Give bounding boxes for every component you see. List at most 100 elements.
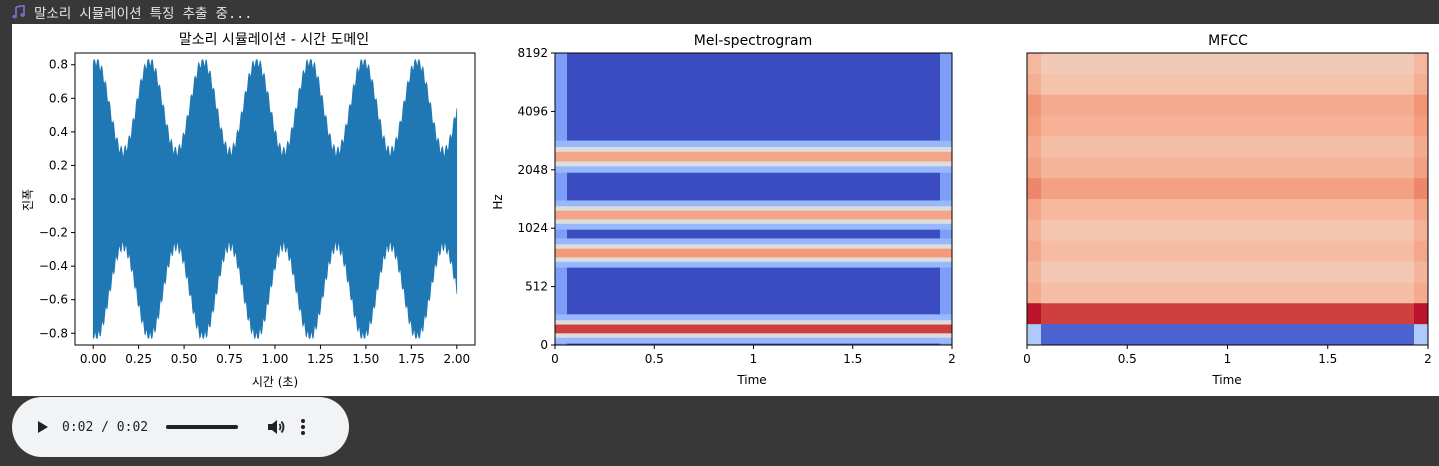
mfcc-row (1027, 219, 1428, 242)
waveform-xtick-label: 1.50 (353, 352, 380, 366)
mfcc-plot: MFCC 0 0.5 1 1.5 2 Time (1023, 33, 1432, 387)
mfcc-xlabel: Time (1211, 373, 1241, 387)
mfcc-edge-cell (1027, 240, 1041, 263)
mfcc-edge-cell (1414, 157, 1428, 179)
mfcc-row (1027, 178, 1428, 200)
waveform-xtick-label: 0.25 (125, 352, 152, 366)
mfcc-edge-cell (1414, 303, 1428, 325)
waveform-xtick-label: 2.00 (443, 352, 470, 366)
mfcc-edge-cell (1027, 324, 1041, 346)
waveform-xtick-label: 0.75 (216, 352, 243, 366)
volume-icon[interactable] (266, 417, 286, 437)
mfcc-edge-cell (1027, 115, 1041, 137)
mfcc-edge-cell (1027, 303, 1041, 325)
mfcc-edge-cell (1414, 324, 1428, 346)
mfcc-edge-cell (1027, 261, 1041, 283)
audio-player[interactable]: 0:02 / 0:02 (12, 397, 349, 457)
mfcc-row (1027, 53, 1428, 75)
waveform-xtick-label: 1.75 (398, 352, 425, 366)
mfcc-edge-cell (1027, 199, 1041, 221)
mfcc-edge-cell (1414, 115, 1428, 137)
waveform-ytick-label: −0.8 (39, 326, 68, 340)
mfcc-row (1027, 94, 1428, 117)
more-vert-icon[interactable] (300, 417, 306, 437)
mel-left-edge (555, 53, 567, 345)
mfcc-row (1027, 73, 1428, 96)
progress-fill (166, 425, 239, 429)
mfcc-edge-cell (1027, 94, 1041, 117)
mfcc-row (1027, 240, 1428, 263)
mfcc-row (1027, 136, 1428, 158)
waveform-xtick-label: 0.00 (80, 352, 107, 366)
mel-background (555, 53, 952, 345)
mel-ylabel: Hz (491, 194, 505, 209)
mfcc-row (1027, 261, 1428, 283)
mfcc-edge-cell (1027, 157, 1041, 179)
time-display: 0:02 / 0:02 (62, 419, 149, 435)
mel-ytick-label: 4096 (517, 104, 548, 118)
waveform-xlabel: 시간 (초) (252, 375, 298, 389)
mfcc-xtick-label: 1.5 (1318, 352, 1337, 366)
mfcc-xtick-label: 2 (1424, 352, 1432, 366)
output-figure: 말소리 시뮬레이션 - 시간 도메인 0.00 0.25 0.50 0.75 1.00 1… (12, 24, 1439, 396)
waveform-signal (92, 58, 458, 340)
play-icon[interactable] (36, 420, 50, 434)
mfcc-title: MFCC (1208, 33, 1248, 49)
mel-ytick-label: 512 (525, 280, 548, 294)
mel-xtick-label: 2 (948, 352, 956, 366)
progress-slider[interactable] (166, 425, 239, 429)
waveform-plot: 말소리 시뮬레이션 - 시간 도메인 0.00 0.25 0.50 0.75 1.00 1… (21, 32, 476, 389)
mel-ytick-label: 8192 (517, 46, 548, 60)
waveform-ytick-label: −0.6 (39, 293, 68, 307)
mfcc-edge-cell (1414, 53, 1428, 75)
mfcc-edge-cell (1027, 219, 1041, 242)
status-text: 말소리 시뮬레이션 특징 추출 중... (34, 6, 253, 22)
mfcc-edge-cell (1027, 178, 1041, 200)
mel-band (555, 151, 952, 162)
waveform-ytick-label: 0.2 (49, 158, 68, 172)
mfcc-edge-cell (1414, 73, 1428, 96)
status-bar: 말소리 시뮬레이션 특징 추출 중... (0, 0, 1439, 24)
mel-ytick-label: 2048 (517, 163, 548, 177)
mel-band (555, 210, 952, 220)
mfcc-edge-cell (1027, 53, 1041, 75)
mel-ytick-label: 0 (540, 338, 548, 352)
mfcc-edge-cell (1414, 136, 1428, 158)
waveform-xtick-label: 1.00 (262, 352, 289, 366)
mfcc-row (1027, 115, 1428, 137)
figure-canvas: 말소리 시뮬레이션 - 시간 도메인 0.00 0.25 0.50 0.75 1.00 1… (21, 32, 1432, 389)
waveform-ytick-label: −0.2 (39, 226, 68, 240)
mel-ytick-label: 1024 (517, 221, 548, 235)
mfcc-row (1027, 303, 1428, 325)
mfcc-edge-cell (1414, 219, 1428, 242)
mfcc-edge-cell (1414, 94, 1428, 117)
waveform-ylabel: 진폭 (21, 189, 35, 211)
mfcc-edge-cell (1027, 73, 1041, 96)
mfcc-row (1027, 324, 1428, 346)
waveform-ytick-label: 0.8 (49, 58, 68, 72)
mfcc-edge-cell (1027, 136, 1041, 158)
waveform-ytick-label: 0.6 (49, 91, 68, 105)
waveform-ytick-label: 0.0 (49, 192, 68, 206)
mfcc-edge-cell (1414, 178, 1428, 200)
mfcc-row (1027, 157, 1428, 179)
mel-band (555, 324, 952, 334)
mfcc-edge-cell (1414, 199, 1428, 221)
mfcc-edge-cell (1414, 261, 1428, 283)
mel-spectrogram-plot: Mel-spectrogram 0 0.5 1 1.5 2 8192 4096 2048 10… (491, 33, 956, 387)
waveform-ytick-label: −0.4 (39, 259, 68, 273)
mel-xtick-label: 1 (750, 352, 758, 366)
waveform-ytick-label: 0.4 (49, 125, 68, 139)
mel-xtick-label: 0 (551, 352, 559, 366)
mfcc-edge-cell (1414, 282, 1428, 304)
mfcc-row (1027, 199, 1428, 221)
mel-xtick-label: 0.5 (645, 352, 664, 366)
mel-xlabel: Time (736, 373, 766, 387)
mel-band (555, 248, 952, 258)
mel-right-edge (940, 53, 952, 345)
mfcc-xtick-label: 0 (1023, 352, 1031, 366)
mfcc-xtick-label: 1 (1224, 352, 1232, 366)
waveform-xtick-label: 0.50 (171, 352, 198, 366)
mfcc-xtick-label: 0.5 (1118, 352, 1137, 366)
mfcc-edge-cell (1414, 240, 1428, 263)
